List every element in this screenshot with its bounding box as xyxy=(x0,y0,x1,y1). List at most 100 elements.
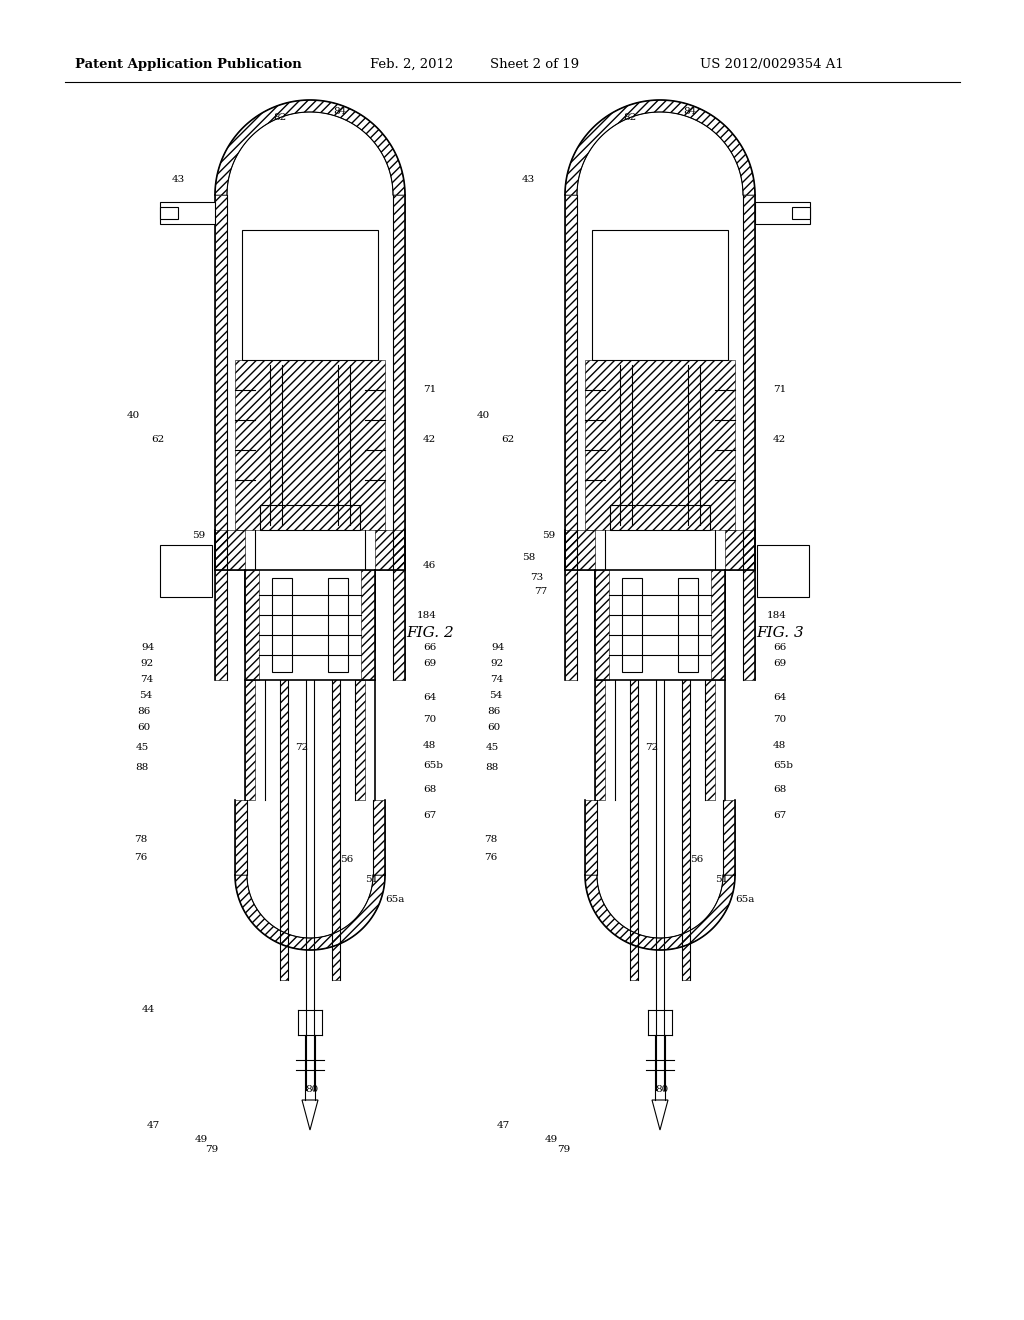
Text: 79: 79 xyxy=(557,1146,570,1155)
Bar xyxy=(245,570,375,680)
Text: 47: 47 xyxy=(497,1121,510,1130)
Text: 65a: 65a xyxy=(735,895,755,904)
Text: 43: 43 xyxy=(522,176,535,185)
Text: 42: 42 xyxy=(423,436,436,445)
Text: 67: 67 xyxy=(423,810,436,820)
Text: Feb. 2, 2012: Feb. 2, 2012 xyxy=(370,58,454,71)
Text: 77: 77 xyxy=(534,587,547,597)
Text: 59: 59 xyxy=(191,531,205,540)
Text: 82: 82 xyxy=(273,114,287,123)
Text: Patent Application Publication: Patent Application Publication xyxy=(75,58,302,71)
Text: 48: 48 xyxy=(423,741,436,750)
Bar xyxy=(160,207,178,219)
Bar xyxy=(678,578,698,672)
Bar xyxy=(711,570,725,680)
Text: 77: 77 xyxy=(183,587,197,597)
Bar xyxy=(595,570,605,649)
Text: 60: 60 xyxy=(137,723,150,733)
Text: 46: 46 xyxy=(773,561,786,569)
Text: 62: 62 xyxy=(152,436,165,445)
Text: 44: 44 xyxy=(141,1006,155,1015)
Text: US 2012/0029354 A1: US 2012/0029354 A1 xyxy=(700,58,844,71)
Bar xyxy=(234,800,247,875)
Text: 82: 82 xyxy=(624,114,637,123)
Text: 40: 40 xyxy=(477,411,490,420)
Text: 72: 72 xyxy=(295,743,308,752)
Text: 65a: 65a xyxy=(385,895,404,904)
Bar xyxy=(682,660,690,979)
Text: 56: 56 xyxy=(340,855,353,865)
Bar xyxy=(355,680,365,800)
Text: FIG. 3: FIG. 3 xyxy=(756,626,804,640)
Text: 73: 73 xyxy=(529,573,543,582)
Bar xyxy=(705,680,715,800)
Text: 49: 49 xyxy=(195,1135,208,1144)
Text: 65b: 65b xyxy=(773,760,793,770)
Bar xyxy=(723,800,735,875)
Bar xyxy=(592,230,728,360)
Text: 84: 84 xyxy=(334,107,347,116)
Bar xyxy=(792,207,810,219)
Text: 69: 69 xyxy=(423,660,436,668)
Bar xyxy=(365,570,375,649)
Text: 58: 58 xyxy=(522,553,535,562)
Text: 78: 78 xyxy=(134,836,147,845)
Bar xyxy=(743,195,755,680)
Text: 94: 94 xyxy=(492,644,505,652)
Bar xyxy=(595,680,605,800)
Bar xyxy=(715,570,725,649)
Bar xyxy=(595,570,725,680)
Text: 46: 46 xyxy=(423,561,436,569)
Bar xyxy=(332,660,340,979)
Text: 70: 70 xyxy=(773,715,786,725)
Bar xyxy=(160,545,212,597)
Polygon shape xyxy=(302,1100,318,1130)
Bar xyxy=(393,195,406,680)
Text: 70: 70 xyxy=(423,715,436,725)
Text: 84: 84 xyxy=(683,107,696,116)
Bar xyxy=(160,202,215,224)
Bar xyxy=(234,360,385,531)
Text: 54: 54 xyxy=(488,692,502,701)
Bar xyxy=(215,531,245,570)
Bar xyxy=(565,195,577,680)
Text: 92: 92 xyxy=(490,660,504,668)
Text: 68: 68 xyxy=(423,785,436,795)
Text: 49: 49 xyxy=(545,1135,558,1144)
Text: 65b: 65b xyxy=(423,760,443,770)
Text: 94: 94 xyxy=(141,644,155,652)
Text: 67: 67 xyxy=(773,810,786,820)
Bar xyxy=(725,531,755,570)
Text: 76: 76 xyxy=(483,854,497,862)
Polygon shape xyxy=(652,1100,668,1130)
Bar xyxy=(245,570,259,680)
Text: 64: 64 xyxy=(423,693,436,702)
Text: 45: 45 xyxy=(136,743,150,752)
Bar xyxy=(215,195,227,680)
Text: 74: 74 xyxy=(139,676,153,685)
Bar xyxy=(361,570,375,680)
Text: 48: 48 xyxy=(773,741,786,750)
Text: 72: 72 xyxy=(645,743,658,752)
Text: 62: 62 xyxy=(502,436,515,445)
Text: 68: 68 xyxy=(773,785,786,795)
Bar xyxy=(755,202,810,224)
Bar xyxy=(630,660,638,979)
Text: 74: 74 xyxy=(489,676,503,685)
Text: 88: 88 xyxy=(135,763,148,772)
Bar xyxy=(245,570,255,649)
Bar xyxy=(585,800,597,875)
Text: 45: 45 xyxy=(485,743,499,752)
Text: Sheet 2 of 19: Sheet 2 of 19 xyxy=(490,58,580,71)
Text: 54: 54 xyxy=(138,692,152,701)
Bar xyxy=(242,230,378,360)
Text: 73: 73 xyxy=(180,573,193,582)
Text: 79: 79 xyxy=(205,1146,218,1155)
Text: 92: 92 xyxy=(140,660,154,668)
Bar xyxy=(272,578,292,672)
Bar xyxy=(328,578,348,672)
Text: 184: 184 xyxy=(767,610,786,619)
Text: 86: 86 xyxy=(487,708,501,717)
Bar xyxy=(595,570,609,680)
Bar xyxy=(245,680,255,800)
